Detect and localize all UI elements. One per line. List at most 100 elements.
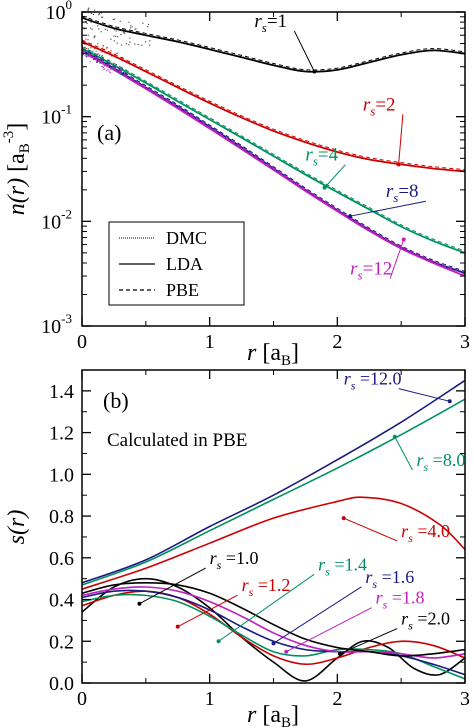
panel-b-xtick-label: 0 bbox=[77, 688, 87, 710]
panel-a-curve-label-rs-1: rs=1 bbox=[254, 11, 287, 35]
panel-b-label-arrowhead bbox=[392, 434, 397, 439]
panel-b-curve-label-rs-12.0: rs =12.0 bbox=[344, 369, 402, 393]
panel-b: 0.00.20.40.60.81.01.21.40 1 2 3 rs =12.0rs … bbox=[4, 369, 470, 728]
panel-a-curve-pbe-rs-2 bbox=[81, 39, 466, 171]
panel-a-curve-pbe-rs-1 bbox=[81, 15, 466, 71]
panel-a-label: (a) bbox=[97, 120, 121, 145]
panel-a-dmc-points-rs-1 bbox=[82, 7, 151, 46]
panel-b-ytick-label: 1.4 bbox=[49, 381, 74, 403]
panel-b-curve-rs-12.0 bbox=[81, 379, 466, 584]
panel-a-label-arrow bbox=[398, 114, 404, 165]
panel-a-xtick-label: 1 bbox=[205, 331, 215, 353]
panel-a-curve-label-rs-4: rs=4 bbox=[305, 145, 338, 169]
panel-a-ylabel: n(r) [aB-3] bbox=[1, 123, 33, 216]
panel-a-ytick-label: 100 bbox=[46, 0, 73, 24]
legend-dmc-label: DMC bbox=[166, 228, 207, 248]
panel-a-label-arrow bbox=[389, 239, 405, 279]
panel-b-ytick-label: 1.2 bbox=[49, 423, 74, 445]
panel-b-label-arrow bbox=[398, 388, 450, 402]
panel-b-xlabel: r [aB] bbox=[247, 702, 299, 728]
panel-a-curve-rs-1 bbox=[81, 16, 466, 73]
panel-b-ytick-label: 0.0 bbox=[49, 673, 74, 695]
panel-a-label-arrowhead bbox=[396, 162, 401, 167]
panel-b-ylabel: s(r) bbox=[4, 510, 30, 545]
panel-b-curve-labels: rs =12.0 rs =8.0 rs =4.0 rs =1.0 rs =1.2 rs =… bbox=[137, 369, 465, 656]
panel-a-dmc-points-rs-2 bbox=[83, 38, 127, 62]
panel-a-curve-label-rs-12: rs=12 bbox=[350, 259, 392, 283]
panel-b-label-arrowhead bbox=[271, 641, 276, 646]
panel-a-xtick-label: 2 bbox=[332, 331, 342, 353]
panel-a-label-arrowhead bbox=[348, 214, 353, 219]
panel-b-label-arrow bbox=[286, 607, 372, 653]
panel-a-label-arrowhead bbox=[401, 237, 406, 242]
panel-b-ytick-label: 0.4 bbox=[49, 590, 74, 612]
panel-a-ylabel-text: n(r) [aB-3] bbox=[1, 123, 33, 216]
legend-lda-label: LDA bbox=[166, 254, 203, 274]
panel-a-ytick-label: 10-2 bbox=[41, 206, 72, 233]
panel-b-curve-label-rs-1.4: rs =1.4 bbox=[318, 554, 367, 578]
panel-a-label-arrow bbox=[324, 164, 346, 188]
panel-b-note: Calculated in PBE bbox=[107, 430, 247, 451]
panel-b-label: (b) bbox=[103, 388, 129, 413]
panel-a-xlabel: r [aB] bbox=[247, 340, 299, 369]
panel-b-label-arrow bbox=[139, 567, 206, 605]
panel-b-label-arrow bbox=[343, 517, 398, 542]
panel-b-label-arrow bbox=[273, 586, 362, 644]
panel-a-xtick-label: 0 bbox=[77, 331, 87, 353]
panel-b-curve-rs-1.8 bbox=[81, 586, 466, 659]
panel-a-curve-rs-2 bbox=[81, 40, 466, 173]
panel-a-curve-pbe-rs-12 bbox=[81, 49, 466, 275]
legend-pbe-label: PBE bbox=[166, 280, 199, 300]
panel-b-curve-rs-8.0 bbox=[81, 398, 466, 586]
panel-a-ticks: 10-3 10-2 10-1 100 0 1 2 3 bbox=[41, 0, 470, 353]
panel-b-curve-rs-4.0 bbox=[81, 496, 466, 590]
panel-a-ytick-label: 10-1 bbox=[41, 102, 72, 129]
panel-b-curve-label-rs-8.0: rs =8.0 bbox=[416, 450, 465, 474]
panel-a-label-arrow bbox=[293, 30, 315, 72]
panel-b-curve-label-rs-1.6: rs =1.6 bbox=[365, 567, 414, 591]
panel-b-ytick-label: 0.6 bbox=[49, 548, 74, 570]
panel-b-curve-label-rs-2.0: rs =2.0 bbox=[401, 609, 450, 633]
panel-b-label-arrowhead bbox=[137, 601, 142, 606]
panel-b-curve-label-rs-4.0: rs =4.0 bbox=[401, 521, 450, 545]
panel-b-ytick-label: 0.2 bbox=[49, 631, 74, 653]
panel-b-label-arrowhead bbox=[284, 649, 289, 654]
panel-b-curve-label-rs-1.0: rs =1.0 bbox=[210, 548, 259, 572]
panel-b-label-arrowhead bbox=[341, 516, 346, 521]
panel-a-curve-label-rs-2: rs=2 bbox=[363, 94, 396, 118]
panel-b-ylabel-text: s(r) bbox=[4, 510, 30, 545]
panel-b-ticks: 0.0 0.2 0.4 0.6 0.8 1.0 1.2 1.4 0 1 2 3 bbox=[49, 370, 470, 710]
panel-b-xtick-label: 2 bbox=[332, 688, 342, 710]
panel-b-curve-label-rs-1.8: rs =1.8 bbox=[376, 588, 425, 612]
panel-a-curve-rs-4 bbox=[81, 47, 466, 254]
panel-b-curve-label-rs-1.2: rs =1.2 bbox=[242, 575, 291, 599]
panel-b-label-arrow bbox=[177, 594, 238, 628]
legend: DMC LDA PBE bbox=[108, 221, 245, 306]
panel-a-label-arrowhead bbox=[312, 69, 317, 74]
panel-a-ytick-label: 10-3 bbox=[41, 311, 72, 338]
panel-b-ytick-label: 0.8 bbox=[49, 506, 74, 528]
panel-a-curve-pbe-rs-4 bbox=[81, 46, 466, 252]
panel-a-curve-pbe-rs-8 bbox=[81, 48, 466, 272]
panel-b-xtick-label: 3 bbox=[460, 688, 470, 710]
panel-a-xtick-label: 3 bbox=[460, 331, 470, 353]
panel-a-curve-labels: rs=1 rs=2 rs=4 rs=8 rs=12 bbox=[254, 11, 426, 283]
panel-a-label-arrowhead bbox=[322, 185, 327, 190]
panel-a-curve-label-rs-8: rs=8 bbox=[386, 181, 419, 205]
panel-b-curve-rs-2.0 bbox=[81, 582, 466, 657]
panel-b-curve-rs-1.0 bbox=[81, 577, 466, 682]
panel-b-label-arrowhead bbox=[337, 651, 342, 656]
panel-b-label-arrowhead bbox=[447, 399, 452, 404]
panel-b-ytick-label: 1.0 bbox=[49, 464, 74, 486]
panel-b-label-arrow bbox=[218, 573, 315, 642]
panel-a-label-arrow bbox=[350, 200, 426, 217]
panel-b-xtick-label: 1 bbox=[205, 688, 215, 710]
panel-b-label-arrow bbox=[339, 628, 398, 655]
panel-a-curve-rs-12 bbox=[81, 50, 466, 277]
panel-a-dmc-scatter bbox=[82, 7, 151, 76]
panel-b-label-arrowhead bbox=[216, 639, 221, 644]
panel-b-label-arrow bbox=[394, 436, 413, 471]
panel-b-label-arrowhead bbox=[175, 624, 180, 629]
